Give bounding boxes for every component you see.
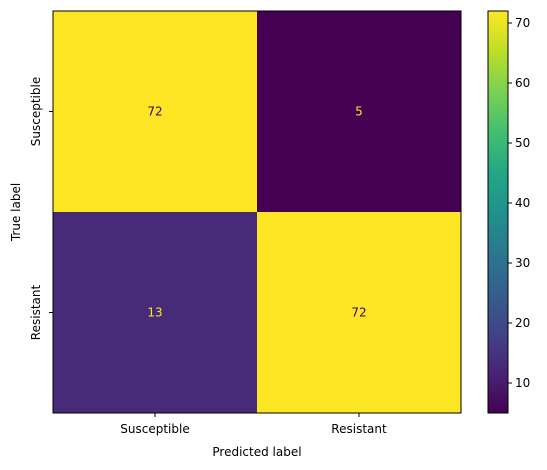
colorbar-tick-label: 40	[515, 196, 530, 210]
y-axis-label: True label	[9, 183, 23, 242]
colorbar-tick-label: 50	[515, 136, 530, 150]
matrix-frame	[52, 10, 462, 414]
x-tick-label: Susceptible	[120, 422, 189, 436]
cell-value-0-1: 5	[355, 105, 363, 119]
colorbar-tick-label: 20	[515, 316, 530, 330]
cell-value-labels: 72 5 13 72	[147, 105, 366, 320]
y-tick-label: Resistant	[29, 285, 43, 341]
y-axis-ticks: Susceptible Resistant	[29, 77, 53, 340]
cell-value-0-0: 72	[147, 105, 162, 119]
cell-value-1-0: 13	[147, 306, 162, 320]
y-tick-label: Susceptible	[29, 77, 43, 146]
matrix-cell-0-1	[257, 11, 461, 212]
x-tick-label: Resistant	[331, 422, 387, 436]
colorbar-tick-label: 60	[515, 76, 530, 90]
matrix-cell-1-1	[257, 212, 461, 413]
colorbar-tick-label: 70	[515, 16, 530, 30]
colorbar-tick-label: 30	[515, 256, 530, 270]
matrix-cell-1-0	[53, 212, 257, 413]
x-axis-ticks: Susceptible Resistant	[120, 413, 387, 436]
colorbar	[487, 10, 509, 414]
cell-value-1-1: 72	[351, 306, 366, 320]
matrix-cells	[53, 11, 461, 413]
matrix-cell-0-0	[53, 11, 257, 212]
x-axis-label: Predicted label	[212, 445, 301, 459]
colorbar-ticks: 10 20 30 40 50 60 70	[508, 16, 530, 390]
colorbar-tick-label: 10	[515, 376, 530, 390]
